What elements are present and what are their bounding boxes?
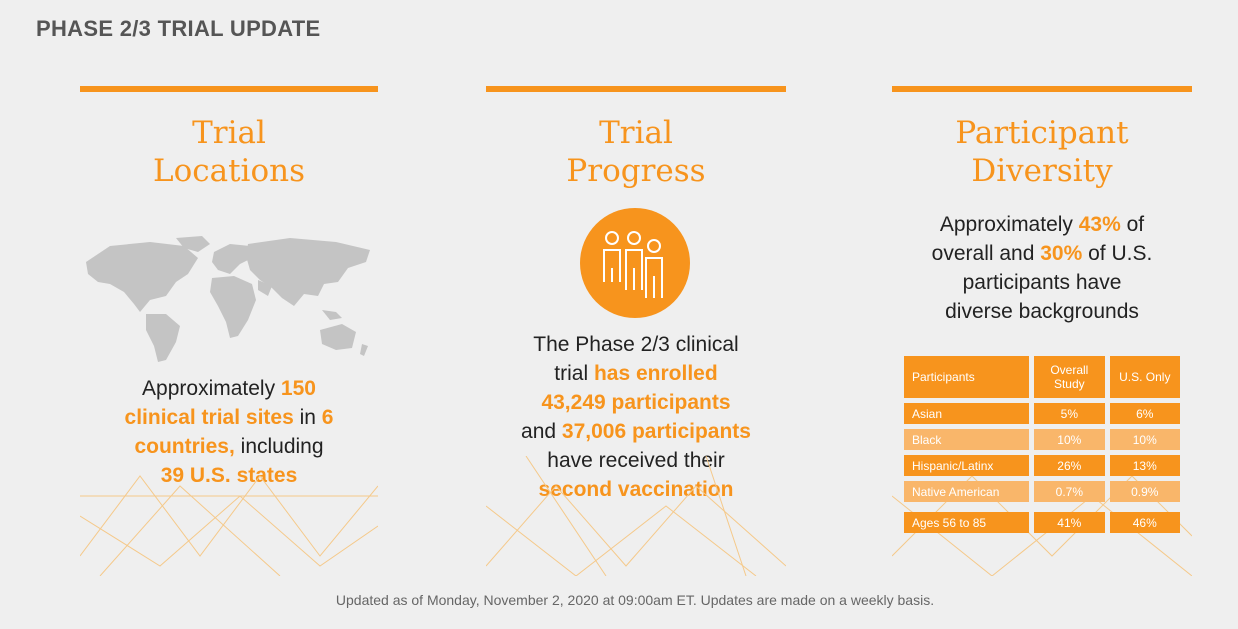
table-cell: 26% bbox=[1034, 455, 1105, 476]
table-header-cell: Overall Study bbox=[1034, 356, 1105, 398]
section-rule bbox=[892, 86, 1192, 92]
table-row: Native American 0.7% 0.9% bbox=[904, 481, 1180, 502]
table-header-cell: U.S. Only bbox=[1109, 356, 1180, 398]
trial-progress-column: Trial Progress The Phase 2/3 clinical tr… bbox=[486, 86, 786, 586]
table-cell: Native American bbox=[904, 481, 1030, 502]
trial-locations-text: Approximately 150 clinical trial sites i… bbox=[124, 377, 334, 487]
table-header-row: Participants Overall Study U.S. Only bbox=[904, 356, 1180, 398]
table-row: Asian 5% 6% bbox=[904, 403, 1180, 424]
table-row: Hispanic/Latinx 26% 13% bbox=[904, 455, 1180, 476]
table-cell: 6% bbox=[1109, 403, 1180, 424]
table-cell: Asian bbox=[904, 403, 1030, 424]
update-footer: Updated as of Monday, November 2, 2020 a… bbox=[335, 592, 935, 608]
table-row: Ages 56 to 85 41% 46% bbox=[904, 512, 1180, 533]
trial-progress-text: The Phase 2/3 clinical trial has enrolle… bbox=[521, 333, 751, 501]
decorative-line-pattern bbox=[80, 475, 378, 576]
people-group-icon bbox=[580, 208, 690, 318]
participant-diversity-title: Participant Diversity bbox=[955, 115, 1129, 189]
table-row: Black 10% 10% bbox=[904, 429, 1180, 450]
section-rule bbox=[80, 86, 378, 92]
diversity-table: Participants Overall Study U.S. Only Asi… bbox=[904, 356, 1180, 538]
table-header-cell: Participants bbox=[904, 356, 1030, 398]
table-cell: 0.9% bbox=[1109, 481, 1180, 502]
trial-locations-title: Trial Locations bbox=[152, 115, 305, 189]
page-title: PHASE 2/3 TRIAL UPDATE bbox=[36, 16, 321, 41]
trial-locations-column: Trial Locations Approximately 150 clinic… bbox=[80, 86, 378, 586]
table-cell: Hispanic/Latinx bbox=[904, 455, 1030, 476]
section-rule bbox=[486, 86, 786, 92]
table-cell: 41% bbox=[1034, 512, 1105, 533]
trial-progress-title: Trial Progress bbox=[566, 115, 706, 189]
decorative-line-pattern bbox=[486, 456, 786, 576]
table-cell: 10% bbox=[1034, 429, 1105, 450]
participant-diversity-column: Participant Diversity Approximately 43% … bbox=[892, 86, 1192, 586]
world-map-icon bbox=[86, 236, 370, 362]
table-cell: Ages 56 to 85 bbox=[904, 512, 1030, 533]
table-cell: 13% bbox=[1109, 455, 1180, 476]
table-cell: 10% bbox=[1109, 429, 1180, 450]
table-cell: 0.7% bbox=[1034, 481, 1105, 502]
table-cell: Black bbox=[904, 429, 1030, 450]
table-cell: 5% bbox=[1034, 403, 1105, 424]
table-cell: 46% bbox=[1109, 512, 1180, 533]
participant-diversity-text: Approximately 43% of overall and 30% of … bbox=[931, 213, 1153, 323]
